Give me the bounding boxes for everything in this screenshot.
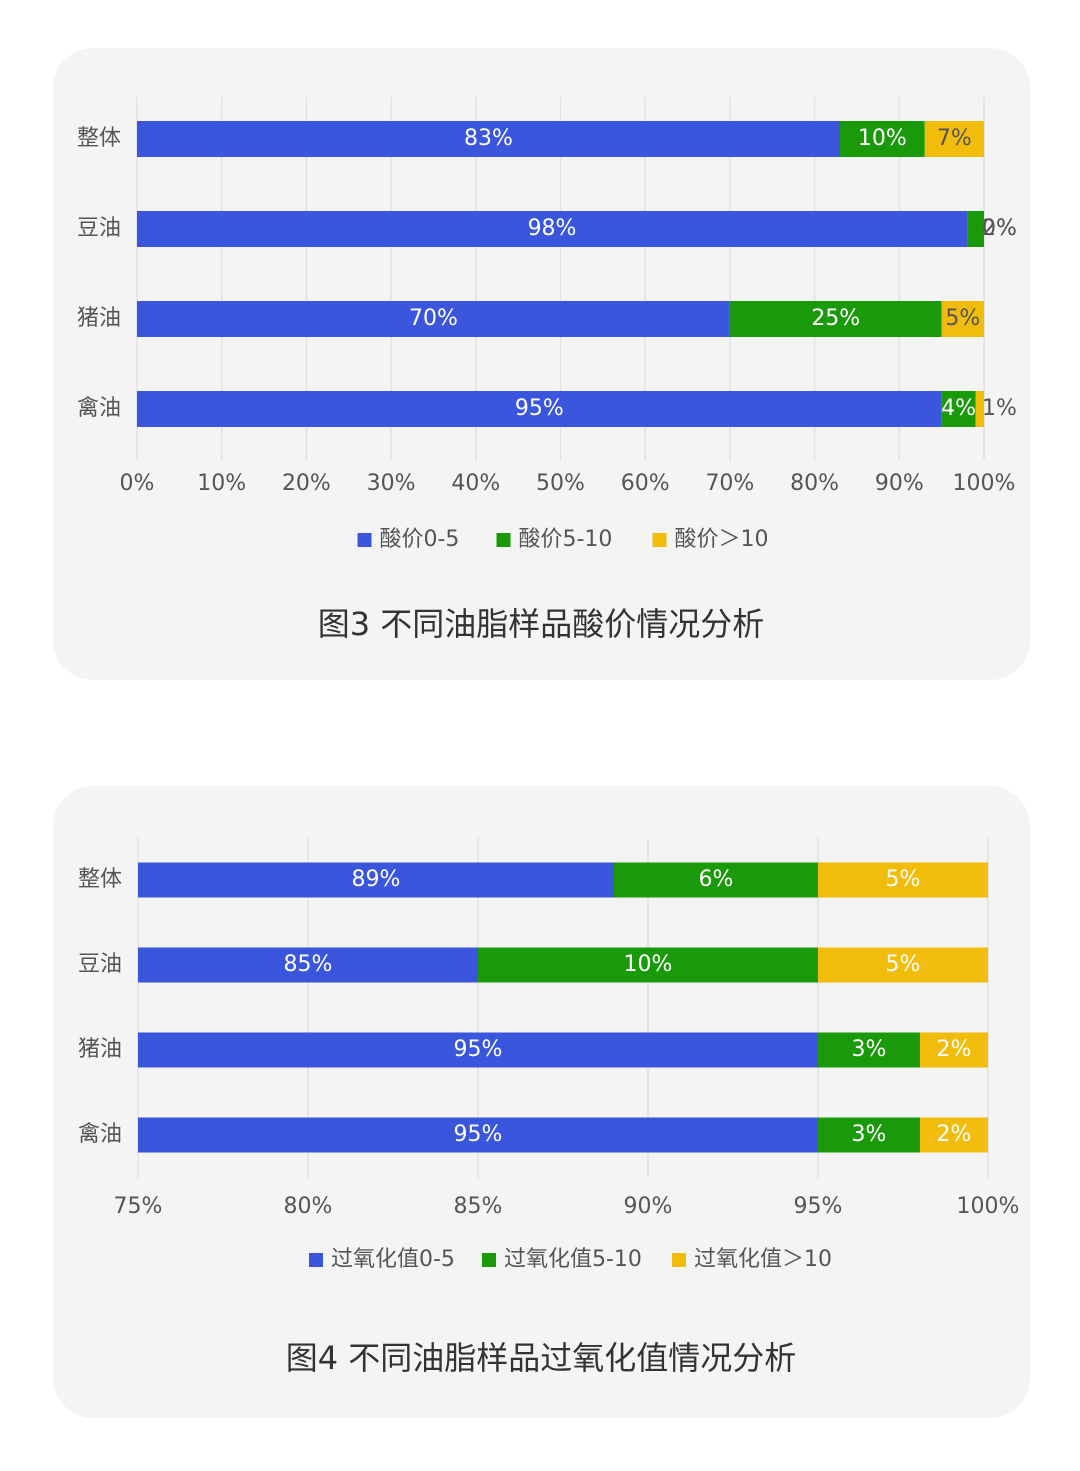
x-tick-label: 90%: [624, 1194, 673, 1219]
x-tick-label: 0%: [120, 471, 155, 496]
x-tick-label: 90%: [875, 471, 924, 496]
data-label: 3%: [852, 1122, 887, 1147]
bar-segment: [137, 211, 968, 247]
x-tick-label: 75%: [114, 1194, 163, 1219]
bar-segment: [920, 1117, 988, 1153]
legend-label: 酸价0-5: [380, 527, 460, 552]
data-label: 3%: [852, 1037, 887, 1062]
bar-segment: [138, 1032, 818, 1068]
bar-segment: [478, 947, 818, 983]
bar-segment: [967, 211, 984, 247]
legend-swatch: [496, 533, 511, 547]
bar-segment: [818, 1032, 920, 1068]
x-tick-label: 60%: [621, 471, 670, 496]
bar-segment: [137, 301, 730, 337]
data-label: 25%: [811, 306, 860, 331]
data-label: 6%: [699, 867, 734, 892]
legend-label: 酸价＞10: [675, 527, 769, 552]
chart-title: 图4 不同油脂样品过氧化值情况分析: [286, 1339, 797, 1377]
y-tick-label: 禽油: [78, 1122, 122, 1147]
x-tick-label: 20%: [282, 471, 331, 496]
bar-segment: [138, 947, 478, 983]
y-tick-label: 整体: [78, 867, 122, 892]
legend-swatch: [482, 1253, 496, 1267]
bar-segment: [818, 1117, 920, 1153]
y-tick-label: 猪油: [77, 306, 121, 331]
y-tick-label: 豆油: [78, 952, 122, 977]
x-tick-label: 50%: [536, 471, 585, 496]
y-tick-label: 猪油: [78, 1037, 122, 1062]
data-label: 10%: [858, 126, 907, 151]
bar-segment: [840, 121, 925, 157]
legend-swatch: [357, 533, 372, 547]
x-tick-label: 100%: [957, 1194, 1020, 1219]
data-label: 95%: [454, 1122, 503, 1147]
x-tick-label: 85%: [454, 1194, 503, 1219]
legend-label: 酸价5-10: [519, 527, 613, 552]
bar-segment: [818, 862, 988, 898]
data-label: 95%: [515, 396, 564, 421]
data-label: 5%: [945, 306, 980, 331]
bar-segment: [941, 301, 984, 337]
data-label: 0%: [982, 216, 1017, 241]
x-tick-label: 100%: [953, 471, 1016, 496]
bar-segment: [137, 121, 841, 157]
x-tick-label: 80%: [790, 471, 839, 496]
bar-segment: [975, 391, 984, 427]
bar-segment: [137, 391, 942, 427]
data-label: 2%: [937, 1122, 972, 1147]
y-tick-label: 整体: [77, 126, 121, 151]
bar-segment: [818, 947, 988, 983]
data-label: 70%: [409, 306, 458, 331]
data-label: 1%: [982, 396, 1017, 421]
bar-segment: [920, 1032, 988, 1068]
data-label: 89%: [352, 867, 401, 892]
card: [53, 48, 1030, 680]
chart-title: 图3 不同油脂样品酸价情况分析: [318, 605, 765, 643]
data-label: 4%: [941, 396, 976, 421]
data-label: 83%: [464, 126, 513, 151]
legend-swatch: [652, 533, 667, 547]
legend-swatch: [672, 1253, 686, 1267]
bar-segment: [924, 121, 984, 157]
bar-segment: [729, 301, 942, 337]
y-tick-label: 禽油: [77, 396, 121, 421]
bar-segment: [138, 862, 614, 898]
bar-segment: [138, 1117, 818, 1153]
data-label: 2%: [937, 1037, 972, 1062]
x-tick-label: 30%: [367, 471, 416, 496]
legend-label: 过氧化值0-5: [331, 1247, 455, 1272]
x-tick-label: 95%: [794, 1194, 843, 1219]
data-label: 7%: [937, 126, 972, 151]
data-label: 2%: [982, 216, 1017, 241]
y-tick-label: 豆油: [77, 216, 121, 241]
x-tick-label: 40%: [451, 471, 500, 496]
data-label: 5%: [886, 952, 921, 977]
data-label: 85%: [284, 952, 333, 977]
card: [53, 786, 1030, 1418]
x-tick-label: 80%: [284, 1194, 333, 1219]
data-label: 95%: [454, 1037, 503, 1062]
x-tick-label: 70%: [705, 471, 754, 496]
data-label: 98%: [528, 216, 577, 241]
bar-segment: [614, 862, 818, 898]
legend-label: 过氧化值＞10: [694, 1247, 832, 1272]
data-label: 10%: [624, 952, 673, 977]
legend-label: 过氧化值5-10: [504, 1247, 642, 1272]
x-tick-label: 10%: [197, 471, 246, 496]
legend-swatch: [309, 1253, 323, 1267]
data-label: 5%: [886, 867, 921, 892]
bar-segment: [941, 391, 976, 427]
